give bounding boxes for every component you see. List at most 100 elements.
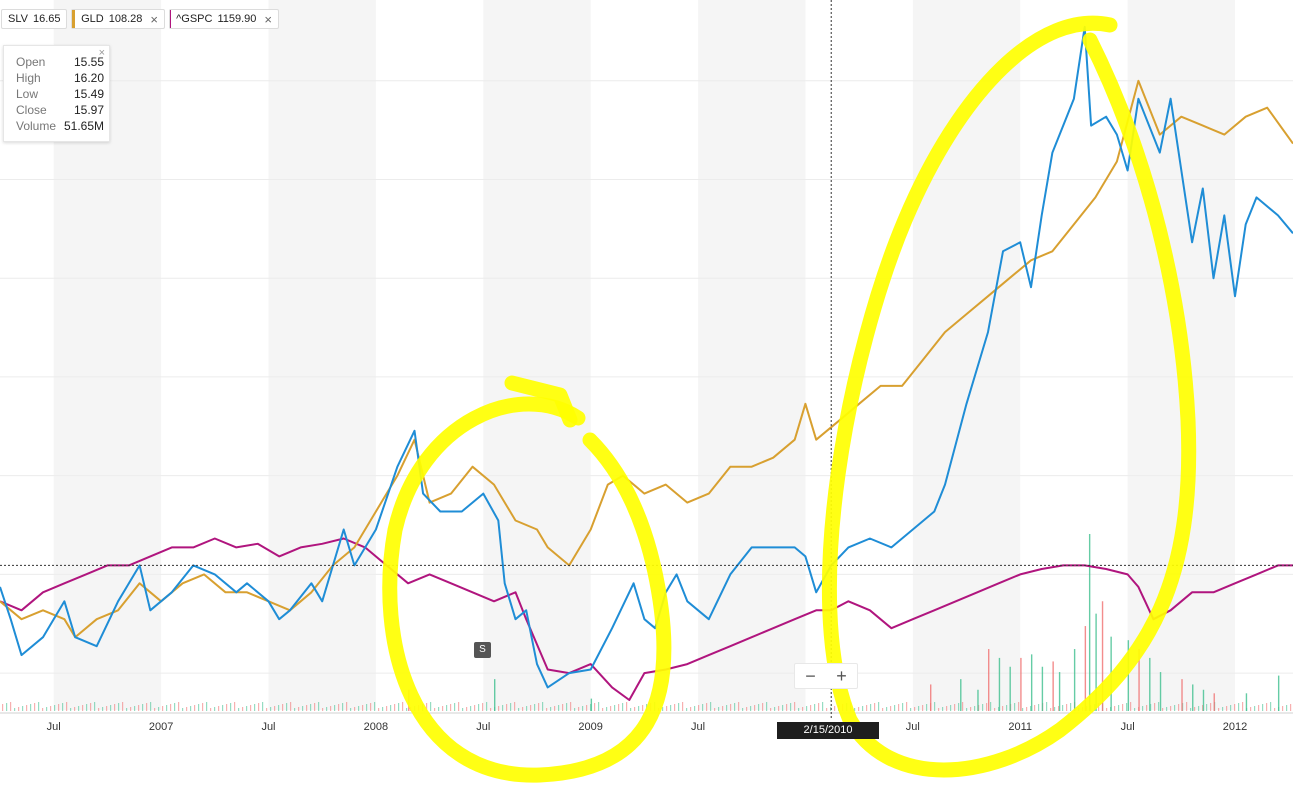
volume-bar [638, 706, 640, 711]
volume-bar [546, 708, 548, 711]
volume-bar [1238, 703, 1240, 711]
volume-bar [698, 705, 700, 711]
ohlc-row-volume: Volume 51.65M [16, 118, 109, 134]
remove-symbol-icon[interactable]: × [264, 11, 272, 27]
volume-bar [1202, 689, 1205, 711]
volume-bar [494, 679, 496, 711]
volume-bar [126, 708, 128, 711]
volume-bar [66, 702, 68, 711]
volume-bar [674, 704, 676, 711]
volume-bar [530, 705, 532, 711]
volume-bar [1282, 706, 1284, 711]
volume-bar [234, 702, 236, 711]
volume-bar [394, 704, 396, 711]
volume-bar [886, 707, 888, 711]
horizontal-gridlines [0, 80, 1293, 714]
volume-bar [894, 705, 896, 711]
ohlc-row-low: Low 15.49 [16, 86, 109, 102]
volume-bar [918, 706, 920, 711]
volume-bar [114, 704, 116, 711]
volume-bar [570, 702, 572, 711]
volume-bar [1098, 703, 1100, 711]
volume-bar [510, 703, 512, 711]
x-tick-label: Jul [906, 721, 920, 733]
ohlc-value: 51.65M [63, 119, 104, 133]
volume-bar [298, 707, 300, 711]
volume-bar [1052, 661, 1054, 711]
volume-bar [1166, 707, 1168, 711]
x-axis-ticks: Jul 2007 Jul 2008 Jul 2009 Jul Jul 2011 Jul 2012 [47, 721, 1248, 733]
zoom-controls: − + [794, 663, 858, 689]
volume-bar [438, 707, 440, 711]
x-tick-label: 2007 [149, 721, 173, 733]
volume-bar [802, 707, 804, 711]
volume-bar [1101, 601, 1104, 711]
zoom-out-button[interactable]: − [805, 665, 816, 686]
volume-bar [230, 703, 232, 711]
volume-bar [266, 708, 268, 711]
volume-bar [98, 708, 100, 711]
volume-bar [1162, 708, 1164, 711]
volume-bar [702, 704, 704, 711]
volume-bar [62, 703, 64, 711]
ohlc-close-icon[interactable]: × [98, 47, 105, 59]
volume-bar [1050, 708, 1052, 711]
split-marker[interactable]: S [474, 642, 491, 658]
volume-bar [790, 703, 792, 711]
volume-bar [478, 704, 480, 711]
legend-item-gspc[interactable]: ^GSPC 1159.90 × [169, 9, 279, 29]
volume-bar [922, 705, 924, 711]
volume-bar [102, 707, 104, 711]
zoom-in-button[interactable]: + [836, 665, 847, 686]
volume-bar [1106, 708, 1108, 711]
volume-bar [466, 707, 468, 711]
volume-bar [1014, 703, 1016, 711]
volume-bar [346, 702, 348, 711]
volume-bar [746, 707, 748, 711]
volume-bar [254, 704, 256, 711]
volume-bar [1142, 706, 1144, 711]
volume-bar [670, 705, 672, 711]
legend-item-slv[interactable]: SLV 16.65 [1, 9, 67, 29]
volume-bar [1026, 707, 1028, 711]
volume-bar [294, 708, 296, 711]
volume-bar [518, 708, 520, 711]
remove-symbol-icon[interactable]: × [150, 11, 158, 27]
volume-bar [202, 703, 204, 711]
volume-bar [318, 702, 320, 711]
volume-bar [482, 703, 484, 711]
volume-bar [782, 705, 784, 711]
volume-bar [454, 703, 456, 711]
volume-bar [814, 704, 816, 711]
volume-bar [910, 708, 912, 711]
volume-bar [1274, 708, 1276, 711]
volume-bar [818, 703, 820, 711]
volume-bar [1277, 675, 1280, 711]
volume-bar [434, 708, 436, 711]
volume-bar [882, 708, 884, 711]
volume-bar [338, 704, 340, 711]
price-lines [0, 25, 1293, 701]
ohlc-value: 16.20 [73, 71, 104, 85]
volume-bar [350, 708, 352, 711]
volume-bar [194, 705, 196, 711]
volume-bar [262, 702, 264, 711]
volume-bar [330, 706, 332, 711]
volume-bar [526, 706, 528, 711]
legend-item-gld[interactable]: GLD 108.28 × [71, 9, 165, 29]
volume-bar [854, 708, 856, 711]
volume-bar [18, 707, 20, 711]
volume-bar [586, 705, 588, 711]
volume-bar [426, 703, 428, 711]
volume-bar [30, 704, 32, 711]
ohlc-label: High [16, 71, 41, 85]
volume-bar [602, 708, 604, 711]
volume-bar [938, 708, 940, 711]
volume-bar [322, 708, 324, 711]
volume-bar [182, 708, 184, 711]
volume-bar [950, 705, 952, 711]
volume-bar [1084, 626, 1087, 711]
legend-symbol: GLD [81, 13, 104, 25]
legend-value: 1159.90 [217, 13, 257, 25]
